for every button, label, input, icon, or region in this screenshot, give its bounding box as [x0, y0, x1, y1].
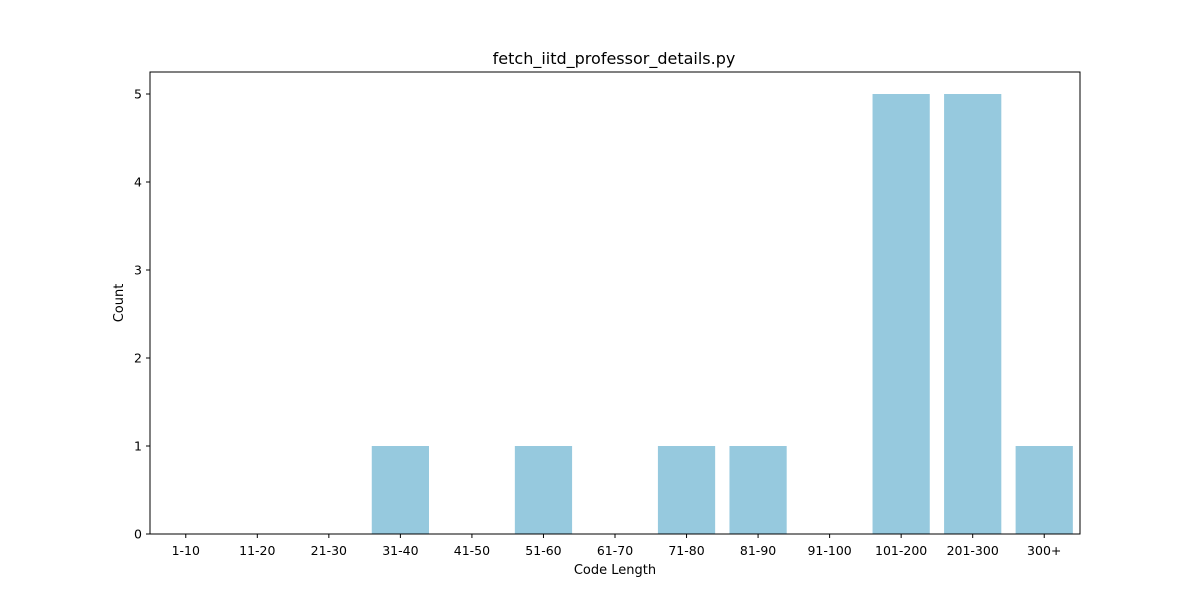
y-tick-label: 4 [134, 175, 142, 190]
x-tick-label: 91-100 [807, 543, 851, 558]
x-tick-label: 41-50 [454, 543, 490, 558]
x-tick-label: 71-80 [668, 543, 704, 558]
bar [514, 446, 573, 534]
x-tick-label: 11-20 [239, 543, 275, 558]
plot-frame [149, 71, 1081, 535]
bar [1015, 446, 1073, 534]
bar [872, 94, 930, 534]
x-tick-label: 201-300 [947, 543, 999, 558]
x-tick-label: 101-200 [875, 543, 927, 558]
bar [657, 446, 716, 534]
x-tick-label: 51-60 [525, 543, 561, 558]
y-tick-label: 3 [134, 263, 142, 278]
y-tick-label: 1 [134, 439, 142, 454]
x-tick-label: 31-40 [382, 543, 418, 558]
chart-title: fetch_iitd_professor_details.py [493, 49, 736, 69]
x-tick-label: 300+ [1027, 543, 1061, 558]
x-axis-label: Code Length [574, 563, 656, 578]
y-axis-ticks: 0 1 2 3 4 5 [134, 87, 150, 542]
bar [371, 446, 429, 534]
y-axis-label: Count [112, 284, 127, 323]
x-tick-label: 81-90 [740, 543, 776, 558]
x-tick-label: 1-10 [172, 543, 200, 558]
bar [944, 94, 1002, 534]
y-tick-label: 0 [134, 527, 142, 542]
y-tick-label: 5 [134, 87, 142, 102]
x-axis-ticks: 1-10 11-20 21-30 31-40 41-50 51-60 61-70 71-80 8… [172, 534, 1061, 558]
bars-layer [371, 94, 1073, 534]
x-tick-label: 21-30 [311, 543, 347, 558]
bar [729, 446, 787, 534]
x-tick-label: 61-70 [597, 543, 633, 558]
y-tick-label: 2 [134, 351, 142, 366]
